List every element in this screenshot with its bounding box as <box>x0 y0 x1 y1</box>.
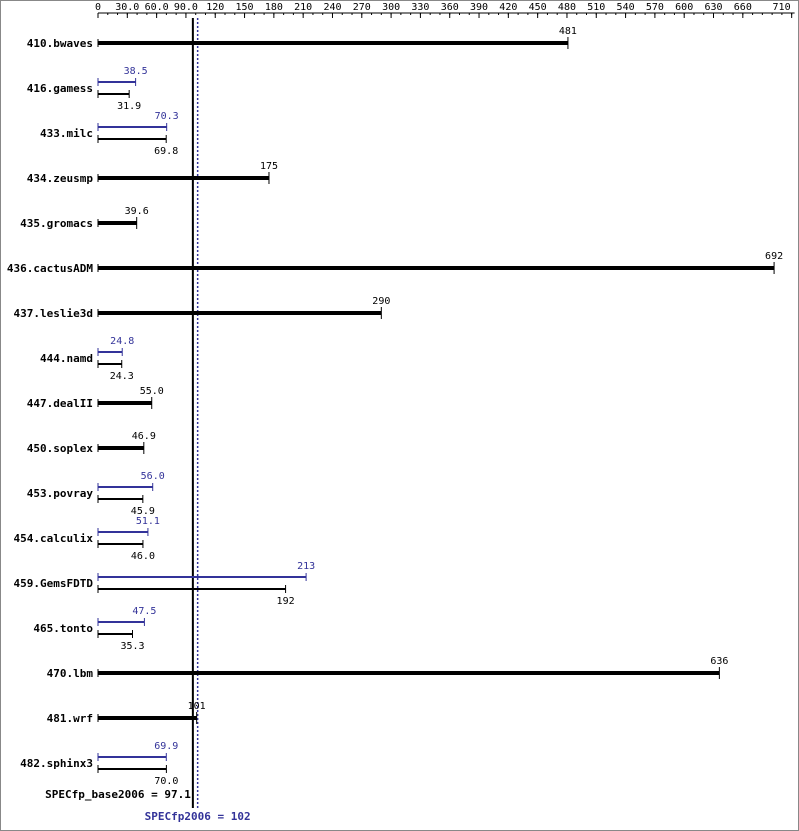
x-tick-label: 570 <box>646 2 664 13</box>
x-tick-label: 710 <box>773 2 791 13</box>
value-label: 69.8 <box>154 146 178 157</box>
x-tick-label: 660 <box>734 2 752 13</box>
value-label: 692 <box>765 251 783 262</box>
value-label: 24.8 <box>110 336 134 347</box>
category-label: 459.GemsFDTD <box>14 577 94 590</box>
x-tick-label: 240 <box>323 2 341 13</box>
value-label: 481 <box>559 26 577 37</box>
x-tick-label: 270 <box>353 2 371 13</box>
category-label: 482.sphinx3 <box>20 757 93 770</box>
value-label: 31.9 <box>117 101 141 112</box>
category-label: 433.milc <box>40 127 93 140</box>
value-label: 47.5 <box>132 606 156 617</box>
category-label: 481.wrf <box>47 712 93 725</box>
category-label: 453.povray <box>27 487 94 500</box>
category-label: 444.namd <box>40 352 93 365</box>
category-label: 465.tonto <box>33 622 93 635</box>
value-label: 56.0 <box>141 471 165 482</box>
value-label: 46.0 <box>131 551 155 562</box>
category-label: 435.gromacs <box>20 217 93 230</box>
x-tick-label: 630 <box>704 2 722 13</box>
category-label: 410.bwaves <box>27 37 93 50</box>
category-label: 470.lbm <box>47 667 94 680</box>
value-label: 70.3 <box>155 111 179 122</box>
x-tick-label: 390 <box>470 2 488 13</box>
x-tick-label: 180 <box>265 2 283 13</box>
value-label: 101 <box>188 701 206 712</box>
x-tick-label: 330 <box>411 2 429 13</box>
value-label: 290 <box>372 296 390 307</box>
reference-label: SPECfp2006 = 102 <box>145 810 251 823</box>
x-tick-label: 420 <box>499 2 517 13</box>
x-tick-label: 60.0 <box>145 2 169 13</box>
value-label: 35.3 <box>120 641 144 652</box>
value-label: 39.6 <box>125 206 149 217</box>
category-label: 416.gamess <box>27 82 93 95</box>
value-label: 51.1 <box>136 516 160 527</box>
x-tick-label: 120 <box>206 2 224 13</box>
value-label: 55.0 <box>140 386 164 397</box>
category-label: 436.cactusADM <box>7 262 93 275</box>
x-tick-label: 600 <box>675 2 693 13</box>
category-label: 454.calculix <box>14 532 94 545</box>
category-label: 434.zeusmp <box>27 172 94 185</box>
x-tick-label: 30.0 <box>115 2 139 13</box>
x-tick-label: 450 <box>529 2 547 13</box>
x-tick-label: 480 <box>558 2 576 13</box>
value-label: 213 <box>297 561 315 572</box>
value-label: 38.5 <box>124 66 148 77</box>
x-tick-label: 210 <box>294 2 312 13</box>
value-label: 70.0 <box>154 776 178 787</box>
value-label: 192 <box>277 596 295 607</box>
value-label: 69.9 <box>154 741 178 752</box>
category-label: 450.soplex <box>27 442 94 455</box>
value-label: 45.9 <box>131 506 155 517</box>
value-label: 175 <box>260 161 278 172</box>
value-label: 636 <box>710 656 728 667</box>
value-label: 24.3 <box>110 371 134 382</box>
x-tick-label: 540 <box>617 2 635 13</box>
value-label: 46.9 <box>132 431 156 442</box>
x-tick-label: 300 <box>382 2 400 13</box>
x-tick-label: 90.0 <box>174 2 198 13</box>
category-label: 437.leslie3d <box>14 307 93 320</box>
x-tick-label: 150 <box>236 2 254 13</box>
x-tick-label: 0 <box>95 2 101 13</box>
x-tick-label: 510 <box>587 2 605 13</box>
reference-label: SPECfp_base2006 = 97.1 <box>45 788 191 801</box>
category-label: 447.dealII <box>27 397 93 410</box>
x-tick-label: 360 <box>441 2 459 13</box>
